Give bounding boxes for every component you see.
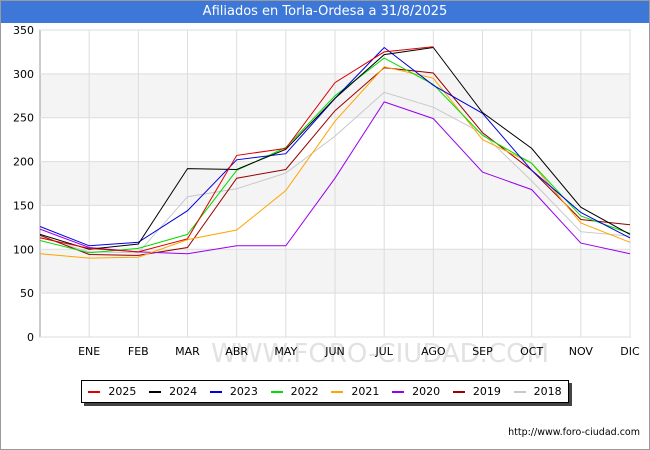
legend-label: 2025 — [108, 385, 137, 398]
x-tick-label: MAY — [274, 345, 297, 358]
legend-item-2021: 2021 — [331, 385, 379, 398]
legend-item-2019: 2019 — [452, 385, 501, 398]
y-tick-label: 100 — [13, 243, 34, 256]
legend-item-2025: 2025 — [88, 385, 136, 398]
y-tick-label: 200 — [13, 156, 34, 169]
x-tick-label: SEP — [472, 345, 493, 358]
y-tick-label: 250 — [13, 112, 34, 125]
legend-label: 2024 — [169, 385, 198, 398]
y-tick-label: 0 — [27, 331, 34, 344]
legend-swatch — [331, 390, 344, 393]
x-tick-label: ENE — [78, 345, 100, 358]
x-tick-label: NOV — [569, 345, 594, 358]
legend-swatch — [270, 390, 283, 393]
legend-label: 2023 — [229, 385, 258, 398]
watermark: WWW.FORO-CIUDAD.COM — [211, 339, 549, 369]
y-tick-label: 150 — [13, 199, 34, 212]
legend-swatch — [452, 390, 465, 393]
chart-legend: 2025 2024 2023 2022 2021 2020 2019 2018 — [81, 380, 569, 403]
source-footer: http://www.foro-ciudad.com — [508, 427, 640, 438]
x-tick-label: JUL — [374, 345, 393, 358]
series-line-2024 — [39, 46, 631, 250]
x-tick-label: DIC — [620, 345, 640, 358]
legend-item-2020: 2020 — [392, 385, 440, 398]
y-tick-label: 50 — [20, 287, 34, 300]
legend-swatch — [88, 390, 101, 393]
series-line-2025 — [39, 46, 434, 253]
x-tick-label: MAR — [175, 345, 200, 358]
legend-label: 2018 — [533, 385, 562, 398]
x-tick-label: AGO — [421, 345, 446, 358]
legend-label: 2020 — [412, 385, 441, 398]
legend-item-2024: 2024 — [149, 385, 197, 398]
legend-item-2023: 2023 — [209, 385, 258, 398]
chart-title: Afiliados en Torla-Ordesa a 31/8/2025 — [1, 1, 649, 23]
legend-swatch — [209, 390, 222, 393]
y-tick-label: 300 — [13, 68, 34, 81]
x-tick-label: OCT — [520, 345, 543, 358]
legend-item-2018: 2018 — [513, 385, 562, 398]
x-tick-label: ABR — [225, 345, 248, 358]
series-line-2018 — [39, 91, 631, 254]
legend-label: 2019 — [472, 385, 501, 398]
series-line-2022 — [39, 57, 631, 254]
x-tick-label: JUN — [324, 345, 345, 358]
legend-item-2022: 2022 — [270, 385, 319, 398]
legend-swatch — [392, 390, 405, 393]
legend-swatch — [513, 390, 526, 393]
legend-swatch — [149, 390, 162, 393]
x-tick-label: FEB — [128, 345, 149, 358]
y-tick-label: 350 — [13, 24, 34, 37]
legend-label: 2022 — [290, 385, 319, 398]
legend-label: 2021 — [351, 385, 380, 398]
